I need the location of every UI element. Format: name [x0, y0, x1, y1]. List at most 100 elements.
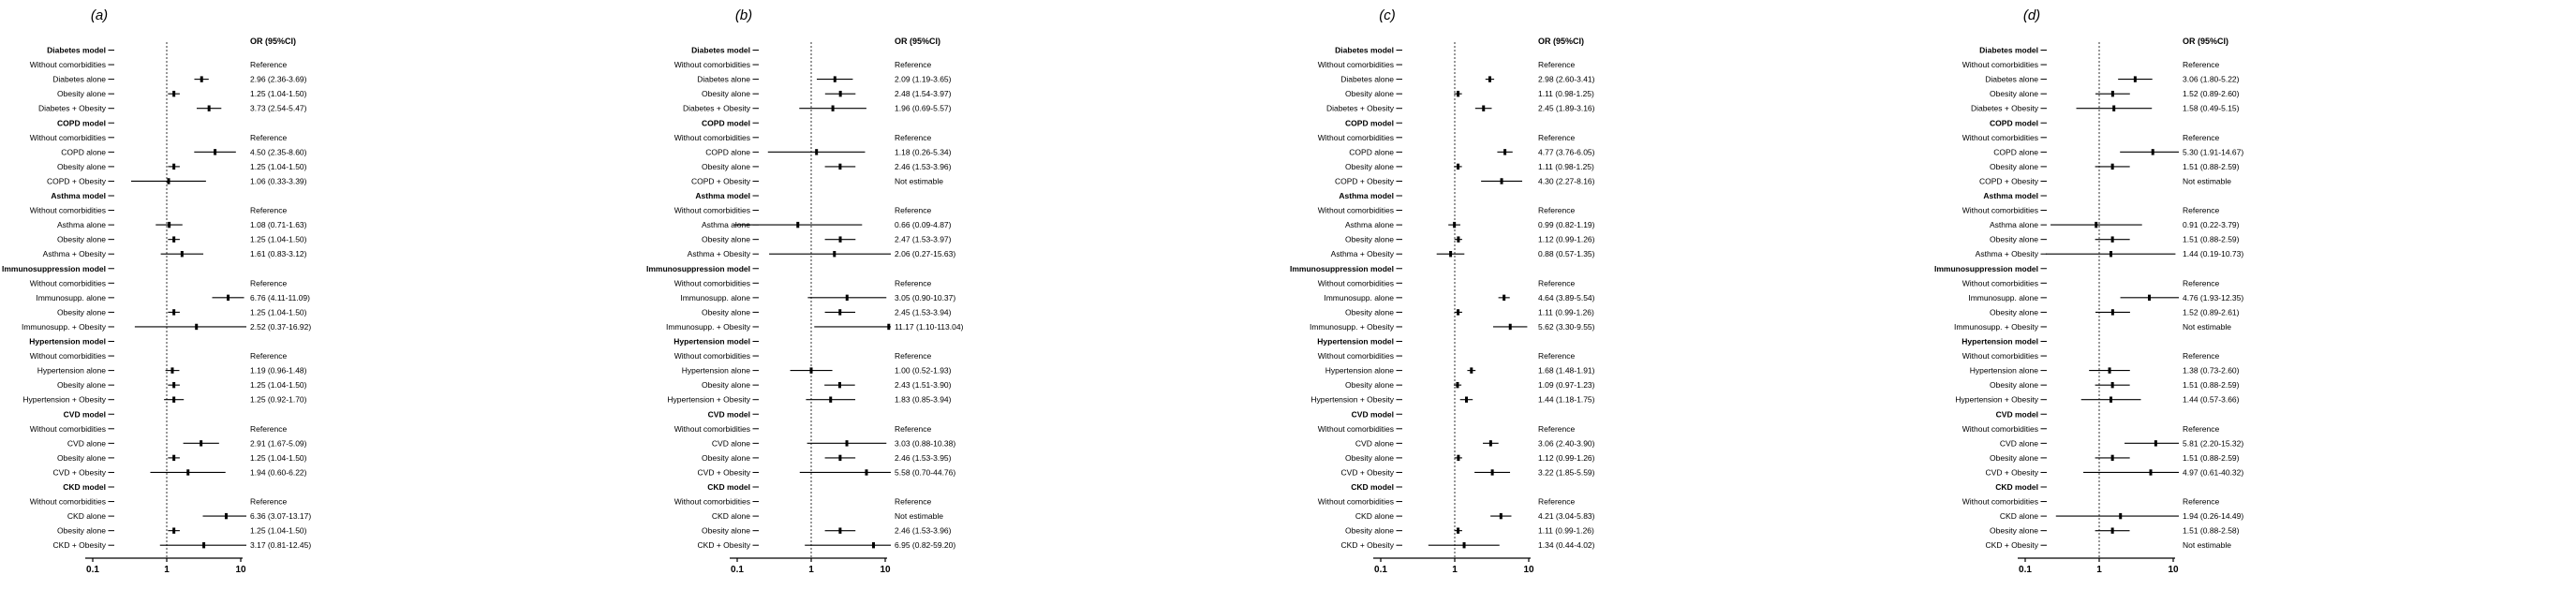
row-label: CVD + Obesity	[1341, 467, 1395, 477]
model-header: Asthma model	[695, 191, 750, 200]
row-label: Obesity alone	[1990, 235, 2038, 244]
point-estimate	[200, 76, 203, 81]
point-estimate	[181, 251, 184, 257]
point-estimate	[1470, 367, 1473, 373]
point-estimate	[2110, 397, 2112, 403]
model-header: Immunosuppression model	[1934, 264, 2038, 273]
or-header: OR (95%CI)	[1538, 37, 1584, 46]
row-label: Immunosupp. alone	[36, 293, 106, 302]
panel-label: (b)	[734, 7, 751, 23]
or-value: 1.06 (0.33-3.39)	[250, 176, 307, 185]
row-label: Asthma alone	[1345, 220, 1394, 229]
or-value: Reference	[895, 278, 931, 288]
point-estimate	[809, 367, 812, 373]
row-label: Without comorbidities	[30, 133, 106, 142]
point-estimate	[168, 222, 170, 228]
or-value: 1.94 (0.60-6.22)	[250, 467, 307, 477]
or-value: Reference	[895, 206, 931, 215]
point-estimate	[1453, 222, 1456, 228]
row-label: Without comorbidities	[1962, 278, 2037, 288]
point-estimate	[833, 76, 836, 81]
point-estimate	[1491, 469, 1494, 475]
row-label: Obesity alone	[702, 453, 750, 463]
model-header: Hypertension model	[674, 337, 750, 347]
row-label: Obesity alone	[1990, 89, 2038, 98]
or-value: 4.30 (2.27-8.16)	[1538, 176, 1595, 185]
or-value: 3.06 (1.80-5.22)	[2183, 75, 2240, 84]
point-estimate	[172, 527, 175, 533]
or-value: 5.62 (3.30-9.55)	[1538, 322, 1595, 332]
or-value: Reference	[2183, 351, 2219, 361]
or-value: 3.06 (2.40-3.90)	[1538, 438, 1595, 448]
point-estimate	[838, 91, 841, 96]
or-header: OR (95%CI)	[2183, 37, 2228, 46]
or-value: 4.50 (2.35-8.60)	[250, 147, 307, 156]
or-value: 2.46 (1.53-3.96)	[895, 162, 952, 171]
point-estimate	[1465, 397, 1468, 403]
or-value: 1.51 (0.88-2.59)	[2183, 380, 2240, 390]
point-estimate	[796, 222, 799, 228]
point-estimate	[833, 251, 836, 257]
point-estimate	[2110, 455, 2113, 461]
or-value: 3.03 (0.88-10.38)	[895, 438, 955, 448]
point-estimate	[1457, 527, 1459, 533]
row-label: CVD + Obesity	[697, 467, 750, 477]
point-estimate	[845, 295, 848, 301]
x-tick-label: 0.1	[1374, 565, 1387, 575]
point-estimate	[831, 106, 834, 111]
row-label: Diabetes alone	[52, 75, 106, 84]
point-estimate	[1503, 295, 1505, 301]
model-header: Hypertension model	[29, 337, 106, 347]
point-estimate	[1457, 164, 1459, 170]
row-label: Without comorbidities	[674, 60, 749, 69]
point-estimate	[838, 455, 841, 461]
row-label: Obesity alone	[57, 162, 106, 171]
or-value: Reference	[2183, 424, 2219, 434]
or-value: 1.38 (0.73-2.60)	[2183, 366, 2240, 376]
point-estimate	[845, 440, 848, 446]
row-label: Asthma alone	[57, 220, 106, 229]
x-tick-label: 1	[164, 565, 170, 575]
row-label: CKD alone	[711, 511, 749, 521]
row-label: Obesity alone	[1345, 89, 1394, 98]
point-estimate	[1449, 251, 1452, 257]
row-label: Without comorbidities	[1318, 133, 1394, 142]
or-value: Not estimable	[2183, 322, 2231, 332]
or-value: 2.45 (1.89-3.16)	[1538, 104, 1595, 113]
row-label: Obesity alone	[57, 307, 106, 317]
or-value: Not estimable	[895, 176, 943, 185]
row-label: Obesity alone	[1990, 380, 2038, 390]
x-tick-label: 0.1	[731, 565, 744, 575]
or-header: OR (95%CI)	[895, 37, 940, 46]
model-header: Hypertension model	[1962, 337, 2038, 347]
point-estimate	[2110, 164, 2113, 170]
row-label: Without comorbidities	[674, 424, 749, 434]
point-estimate	[2151, 149, 2154, 155]
row-label: Obesity alone	[1345, 307, 1394, 317]
model-header: COPD model	[57, 118, 106, 127]
row-label: Asthma alone	[1990, 220, 2038, 229]
row-label: Diabetes + Obesity	[1970, 104, 2038, 113]
panel-label: (d)	[2022, 7, 2039, 23]
row-label: CVD alone	[1999, 438, 2037, 448]
point-estimate	[1457, 309, 1459, 315]
or-header: OR (95%CI)	[250, 37, 296, 46]
point-estimate	[1503, 149, 1506, 155]
row-label: Asthma + Obesity	[1975, 249, 2038, 258]
row-label: Obesity alone	[1990, 307, 2038, 317]
or-value: 1.09 (0.97-1.23)	[1538, 380, 1595, 390]
point-estimate	[2110, 91, 2113, 96]
row-label: Hypertension + Obesity	[667, 395, 750, 405]
x-tick-label: 1	[808, 565, 814, 575]
or-value: Reference	[1538, 133, 1575, 142]
model-header: Asthma model	[1339, 191, 1394, 200]
row-label: COPD + Obesity	[1335, 176, 1395, 185]
or-value: 1.83 (0.85-3.94)	[895, 395, 952, 405]
point-estimate	[195, 324, 198, 330]
row-label: COPD alone	[61, 147, 106, 156]
model-header: CVD model	[64, 409, 106, 419]
or-value: 2.43 (1.51-3.90)	[895, 380, 952, 390]
